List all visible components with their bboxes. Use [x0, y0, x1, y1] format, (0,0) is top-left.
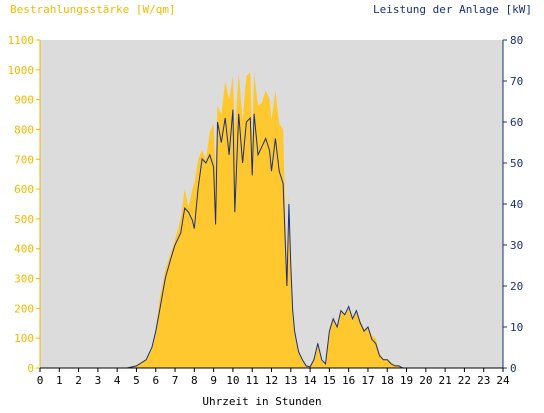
x-tick-label: 5: [133, 374, 140, 387]
y-right-tick-label: 30: [510, 239, 523, 252]
series-layer: [40, 72, 503, 369]
x-tick-label: 10: [226, 374, 239, 387]
y-left-tick-label: 1000: [8, 64, 35, 77]
x-tick-label: 12: [265, 374, 278, 387]
x-tick-label: 11: [246, 374, 259, 387]
y-right-tick-label: 40: [510, 198, 523, 211]
x-tick-label: 8: [191, 374, 198, 387]
y-left-tick-label: 100: [14, 332, 34, 345]
irradiance-area: [40, 72, 503, 369]
y-left-tick-label: 600: [14, 183, 34, 196]
x-tick-label: 22: [458, 374, 471, 387]
y-right-tick-label: 20: [510, 280, 523, 293]
x-tick-label: 6: [152, 374, 159, 387]
y-left-tick-label: 500: [14, 213, 34, 226]
right-axis-title: Leistung der Anlage [kW]: [373, 3, 532, 16]
x-tick-label: 21: [439, 374, 452, 387]
y-left-tick-label: 700: [14, 153, 34, 166]
y-right-tick-label: 60: [510, 116, 523, 129]
left-axis-title: Bestrahlungsstärke [W/qm]: [10, 3, 176, 16]
x-tick-label: 17: [361, 374, 374, 387]
y-left-tick-label: 800: [14, 123, 34, 136]
y-right-tick-label: 10: [510, 321, 523, 334]
y-right-tick-label: 70: [510, 75, 523, 88]
x-tick-label: 0: [37, 374, 44, 387]
x-tick-label: 4: [114, 374, 121, 387]
y-left-tick-label: 1100: [8, 34, 35, 47]
x-tick-label: 14: [303, 374, 317, 387]
x-tick-label: 9: [210, 374, 217, 387]
y-left-tick-label: 300: [14, 273, 34, 286]
y-right-tick-label: 80: [510, 34, 523, 47]
x-tick-label: 15: [323, 374, 336, 387]
power-line: [40, 109, 503, 369]
x-tick-label: 24: [496, 374, 510, 387]
y-right-tick-label: 0: [510, 362, 517, 375]
x-tick-label: 18: [381, 374, 394, 387]
y-left-tick-label: 200: [14, 302, 34, 315]
y-right-tick-label: 50: [510, 157, 523, 170]
axes-layer: 0100200300400500600700800900100011000102…: [8, 34, 524, 387]
y-left-tick-label: 0: [27, 362, 34, 375]
x-tick-label: 3: [95, 374, 102, 387]
y-left-tick-label: 900: [14, 94, 34, 107]
x-tick-label: 23: [477, 374, 490, 387]
x-tick-label: 1: [56, 374, 63, 387]
x-axis-title: Uhrzeit in Stunden: [202, 395, 321, 408]
x-tick-label: 7: [172, 374, 179, 387]
x-tick-label: 20: [419, 374, 432, 387]
x-tick-label: 16: [342, 374, 355, 387]
x-tick-label: 19: [400, 374, 413, 387]
y-left-tick-label: 400: [14, 243, 34, 256]
x-tick-label: 13: [284, 374, 297, 387]
x-tick-label: 2: [75, 374, 82, 387]
